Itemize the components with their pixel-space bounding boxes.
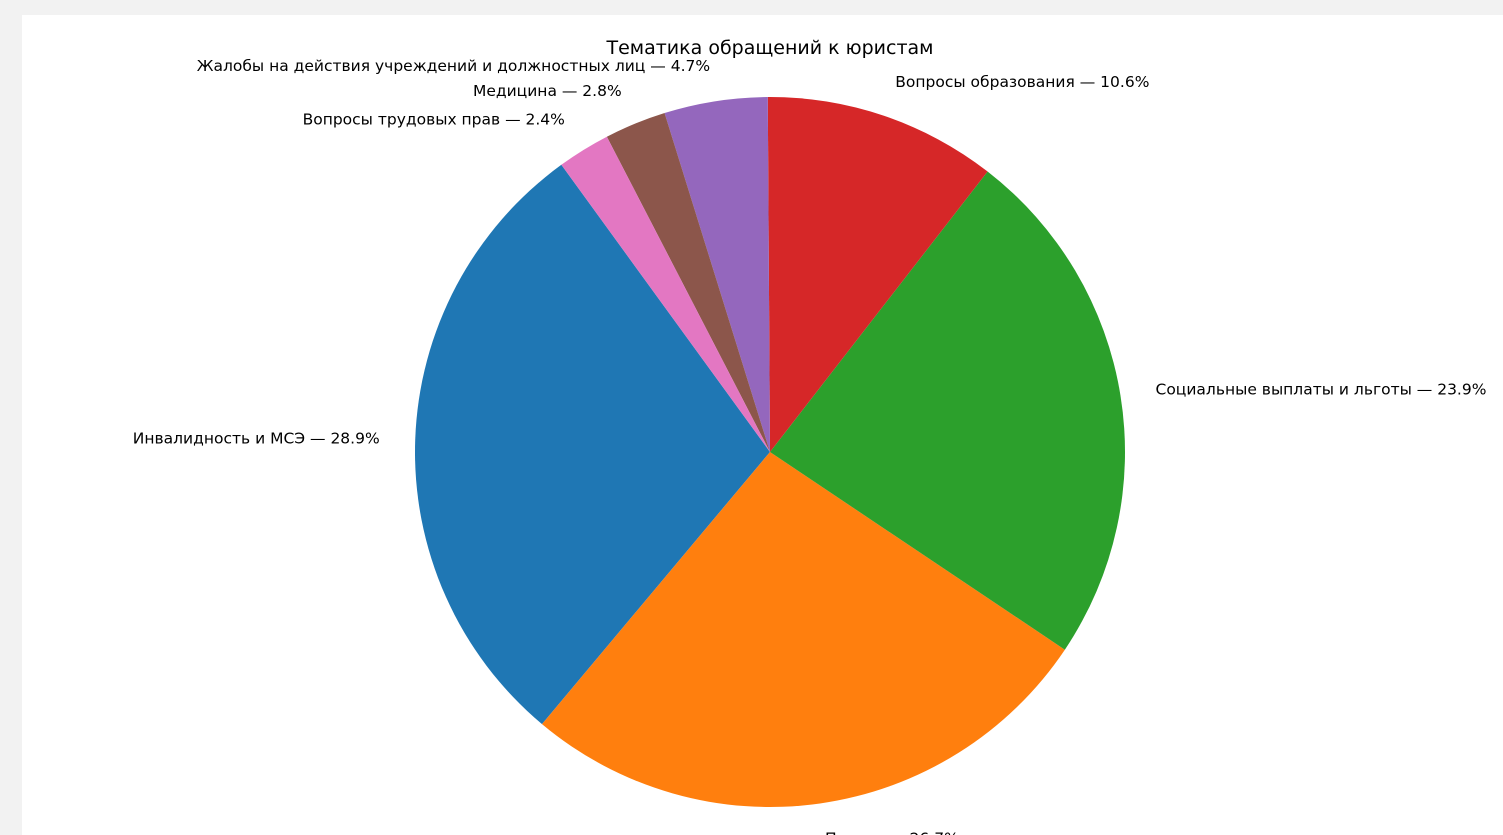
pie-labels: Инвалидность и МСЭ — 28.9% Прочее — 26.7%…	[133, 57, 1487, 835]
pie-slices	[414, 96, 1126, 807]
slice-label: Вопросы трудовых прав — 2.4%	[303, 111, 565, 129]
pie-slice	[606, 113, 770, 453]
pie-slice	[770, 171, 1126, 650]
pie-slice	[664, 97, 770, 452]
pie-slice	[414, 164, 770, 725]
pie-slice	[767, 96, 988, 452]
slice-label: Социальные выплаты и льготы — 23.9%	[1156, 381, 1487, 399]
slice-label: Медицина — 2.8%	[473, 82, 622, 100]
pie-slice	[542, 452, 1065, 807]
slice-label: Жалобы на действия учреждений и должност…	[197, 57, 710, 75]
pie-slice	[561, 136, 770, 453]
chart-title: Тематика обращений к юристам	[605, 37, 933, 59]
slice-label: Инвалидность и МСЭ — 28.9%	[133, 430, 380, 448]
slice-label: Вопросы образования — 10.6%	[895, 73, 1149, 91]
slice-label: Прочее — 26.7%	[825, 830, 959, 835]
